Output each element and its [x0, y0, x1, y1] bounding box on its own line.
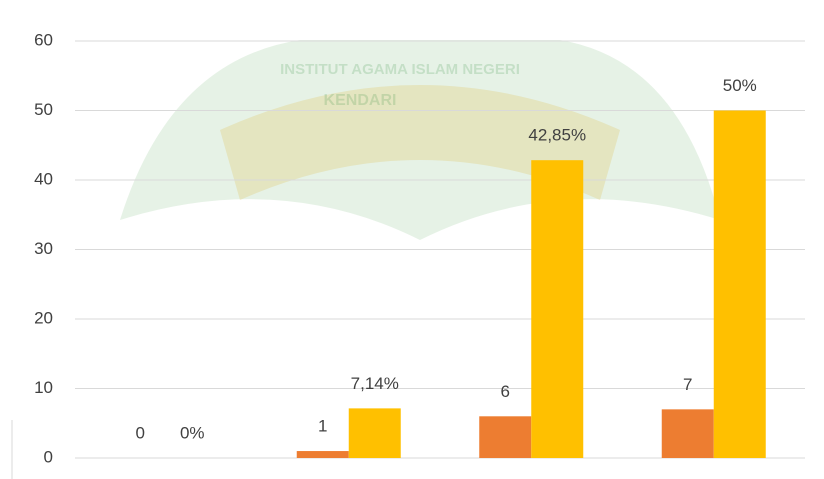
y-tick-label: 10: [34, 378, 53, 397]
data-label: 1: [318, 417, 327, 436]
bar: [713, 110, 766, 458]
bar: [348, 408, 401, 458]
bar: [479, 416, 532, 458]
y-tick-label: 40: [34, 169, 53, 188]
data-label: 7,14%: [351, 374, 399, 393]
data-label: 50%: [723, 76, 757, 95]
bar: [296, 451, 349, 458]
watermark-text: KENDARI: [324, 92, 397, 109]
y-tick-label: 60: [34, 30, 53, 49]
y-tick-label: 30: [34, 239, 53, 258]
data-label: 0: [136, 423, 145, 442]
watermark-text: INSTITUT AGAMA ISLAM NEGERI: [280, 61, 520, 78]
bar: [661, 409, 714, 458]
data-label: 7: [683, 375, 692, 394]
watermark: INSTITUT AGAMA ISLAM NEGERI KENDARI: [120, 40, 720, 240]
data-label: 0%: [180, 423, 205, 442]
watermark-ribbon: [220, 85, 620, 200]
y-tick-label: 0: [44, 447, 53, 466]
y-tick-label: 50: [34, 100, 53, 119]
data-label: 42,85%: [528, 126, 586, 145]
bar: [531, 160, 584, 458]
data-label: 6: [501, 382, 510, 401]
y-tick-label: 20: [34, 308, 53, 327]
